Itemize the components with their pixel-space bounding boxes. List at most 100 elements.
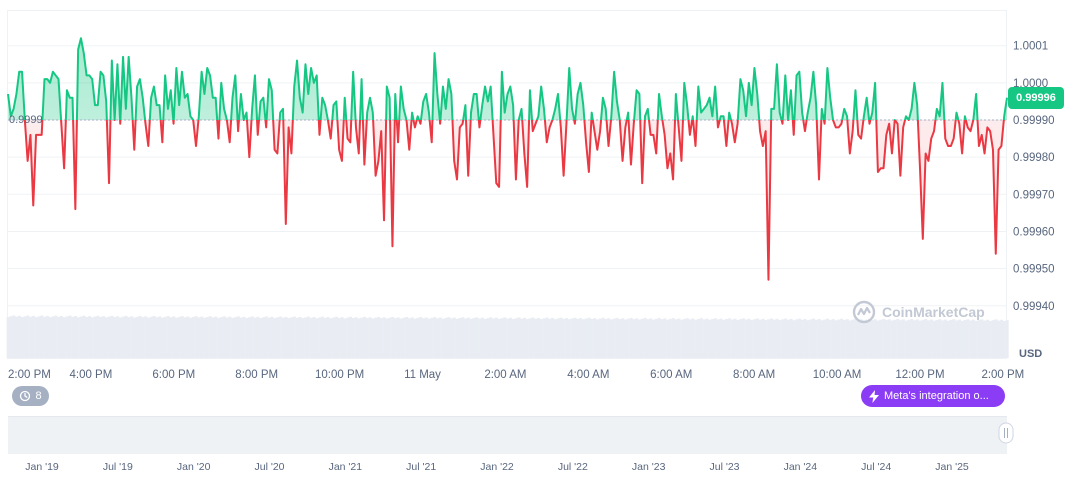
volume-bar [797,318,802,358]
volume-bar [716,319,720,358]
volume-bar [419,317,423,358]
volume-bar [567,319,571,358]
volume-bar [410,317,414,358]
volume-bar [379,318,383,358]
volume-bar [492,318,496,358]
volume-bar [315,318,319,358]
current-price-badge: 0.99996 [1008,87,1064,109]
volume-bar [6,317,10,358]
x-tick-label: 12:00 PM [895,369,944,381]
volume-bar [806,320,810,358]
volume-bar [405,316,409,358]
volume-bar [935,319,939,358]
volume-bar [985,319,990,358]
volume-bar [233,317,238,358]
volume-bar [803,318,807,358]
x-axis: 2:00 PM 4:00 PM 6:00 PM 8:00 PM 10:00 PM 11 M… [8,369,1024,381]
volume-bar [511,319,515,358]
volume-bar [208,316,212,358]
volume-bar [51,316,55,358]
volume-bar [848,320,852,358]
volume-bar [90,317,94,358]
events-button[interactable]: 8 [12,386,49,406]
volume-bar [275,317,280,358]
volume-bar [772,319,776,358]
volume-bar [290,317,294,358]
volume-bar [957,319,961,358]
volume-bar [694,319,698,358]
volume-bar [727,318,731,358]
volume-bar [360,317,364,358]
volume-bar [416,317,420,358]
volume-bar [646,319,650,358]
volume-bar [301,318,305,358]
volume-bar [660,319,664,358]
x-tick-label: 10:00 PM [315,369,364,381]
volume-bar [377,316,381,358]
volume-bar [444,317,448,358]
volume-bar [840,318,844,358]
volume-bar [974,320,978,358]
volume-bar [730,319,734,358]
volume-bar [604,318,608,358]
volume-bar [767,319,771,358]
volume-bar [884,320,889,358]
volume-bar [441,318,445,358]
volume-bar [960,320,964,358]
volume-bar [130,316,134,358]
volume-bar [253,317,257,358]
volume-bar [856,319,860,358]
volume-bar [739,319,743,358]
plot-frame [7,10,1007,359]
x-tick-label: 2:00 PM [8,369,51,381]
volume-bar [722,319,726,358]
volume-bar [304,317,308,358]
navigator-tick-label: Jul '19 [103,461,133,473]
volume-bar [332,317,336,358]
volume-bar [413,318,417,358]
volume-bar [879,319,883,358]
volume-bar [635,318,639,358]
y-tick-label: 0.99970 [1013,189,1055,201]
volume-bar [497,318,501,358]
volume-bar [494,317,498,358]
volume-bar [458,318,462,358]
volume-bar [116,316,120,358]
volume-bar [910,319,914,358]
news-event-label: Meta's integration o... [884,390,989,402]
volume-bar [632,319,636,358]
volume-bar [691,318,695,358]
y-tick-label: 0.99960 [1013,226,1055,238]
navigator-handle[interactable] [998,422,1014,444]
volume-bar [859,319,863,358]
volume-bar [96,315,100,358]
volume-bar [733,318,737,358]
volume-bar [755,318,759,358]
volume-bars [6,315,1009,358]
volume-bar [245,317,249,358]
volume-bar [747,318,751,358]
volume-bar [786,319,790,358]
navigator-tick-label: Jul '24 [861,461,891,473]
volume-bar [539,319,543,358]
volume-bar [205,316,209,358]
volume-bar [991,320,995,358]
volume-bar [475,317,479,358]
volume-bar [435,318,440,358]
price-area [8,38,1007,280]
volume-bar [1002,320,1006,358]
volume-bar [155,317,159,358]
news-event-button[interactable]: Meta's integration o... [861,385,1005,407]
volume-bar [865,319,869,358]
volume-bar [267,317,271,358]
volume-bar [921,319,925,358]
navigator-track[interactable] [8,417,1007,454]
volume-bar [517,317,521,358]
history-icon [20,390,31,402]
volume-bar [783,318,788,358]
volume-bar [464,318,468,358]
volume-bar [873,319,877,358]
volume-bar [203,317,207,358]
volume-bar [99,316,103,358]
